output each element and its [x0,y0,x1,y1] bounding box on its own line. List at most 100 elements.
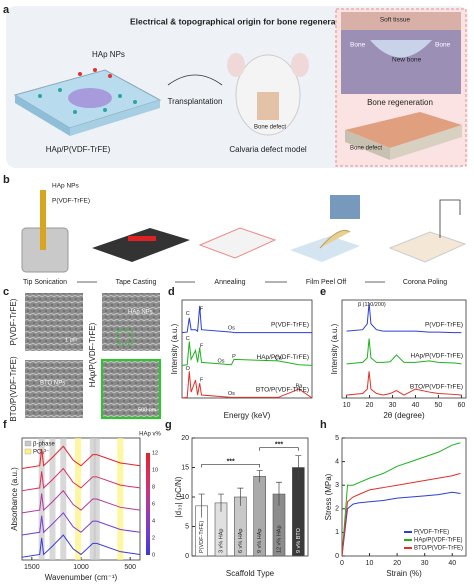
series-line [181,371,313,399]
x-tick-label: 40 [448,560,456,567]
step: Corona Poling [403,279,447,286]
row-label: BTO/P(VDF-TrFE) [9,356,18,422]
y-tick-label: 0 [335,553,339,560]
band [60,438,67,560]
series-label: BTO/P(VDF-TrFE) [256,387,309,394]
annotation: Os [228,326,235,332]
label: HAp NPs [52,183,79,190]
label: Bone defect [254,125,286,131]
x-tick-label: 30 [421,560,429,567]
series-line [21,534,141,558]
scale-bar: 1 μm [65,337,78,343]
category-label: 9 v% BTO [296,527,302,553]
sem-image [25,293,83,351]
y-tick-label: 10 [181,494,189,501]
annotation: F [200,306,204,312]
oven-plate [198,227,277,259]
film [319,229,351,249]
colorbar-tick: 12 [152,450,158,456]
series-line [341,442,461,557]
label: Calvaria defect model [229,145,307,154]
x-tick-label: 1500 [24,564,40,571]
arrow [167,74,223,86]
plot-frame [181,299,313,399]
series-label: HAp/P(VDF-TrFE) [411,353,463,360]
colorbar [146,453,150,555]
inset-slab [345,112,462,148]
colorbar-tick: 2 [152,535,155,541]
caster [92,228,190,262]
y-axis-label: Intensity (a.u.) [330,323,339,374]
label: HAp NPs [92,50,125,59]
step: Annealing [214,279,245,286]
legend-label: HAp/P(VDF-TrFE) [414,538,462,544]
x-axis-label: Strain (%) [386,569,422,578]
x-tick-label: 0 [340,560,344,567]
series-line [341,472,461,557]
error-bar [256,470,263,483]
film-side [70,100,160,136]
y-tick-label: 2 [335,506,339,513]
series-label: HAp/P(VDF-TrFE) [257,354,309,361]
y-axis-label: Absorbance (a.u.) [10,467,19,531]
y-tick-label: 5 [185,523,189,530]
legend-label: BTO/P(VDF-TrFE) [414,546,463,552]
y-axis-label: Stress (MPa) [324,473,333,520]
annotation: P [232,354,236,360]
label: Transplantation [168,97,223,106]
error-bar [218,493,224,512]
band [38,438,45,560]
wire [439,199,461,238]
significance: *** [275,442,283,449]
pole-plate [388,231,467,263]
series-line [346,371,462,396]
zoom-box [117,329,133,345]
bracket [201,464,261,468]
label: Bone regeneration [367,98,433,107]
inset-slab-side [345,130,390,160]
colorbar-tick: 4 [152,518,155,524]
x-tick-label: 20 [393,560,401,567]
y-tick-label: 5 [335,435,339,442]
significance: *** [227,458,235,465]
series-line [346,338,462,365]
annotation: β (110/200) [358,302,386,308]
film-side [15,95,70,136]
label: Bone [435,42,451,49]
step: Film Peel Off [306,279,346,286]
annotation: O [186,366,191,372]
error-bar [198,493,205,518]
label: Bone defect [350,146,382,152]
annotation: Os [228,391,235,397]
plot-frame [191,437,309,557]
blade [128,236,156,241]
y-tick-label: 0 [185,553,189,560]
step: Tape Casting [116,279,157,286]
ear [227,53,245,77]
new-bone [370,40,432,58]
panel-letter: c [3,286,9,298]
x-tick-label: 20 [366,402,374,409]
label: HAp/P(VDF-TrFE) [46,145,111,154]
series-label: P(VDF-TrFE) [425,321,463,328]
y-tick-label: 3 [335,482,339,489]
category-label: 9 v% HAp [257,529,263,553]
y-tick-label: 20 [181,435,189,442]
label: Soft tissue [380,17,411,24]
series-line [21,489,141,514]
y-tick-label: 4 [335,458,339,465]
plot-frame [341,437,467,557]
nps [38,88,137,114]
panel-letter: b [3,174,10,186]
legend-label: P(VDF-TrFE) [414,530,449,536]
series-line [341,491,461,557]
soft-tissue [341,12,461,30]
panel-letter: a [3,4,10,16]
x-tick-label: 500 [124,564,136,571]
error-bar [276,481,282,506]
series-line [21,512,141,536]
series-line [21,467,141,492]
series-line [181,341,313,366]
series-label: P(VDF-TrFE) [271,321,309,328]
